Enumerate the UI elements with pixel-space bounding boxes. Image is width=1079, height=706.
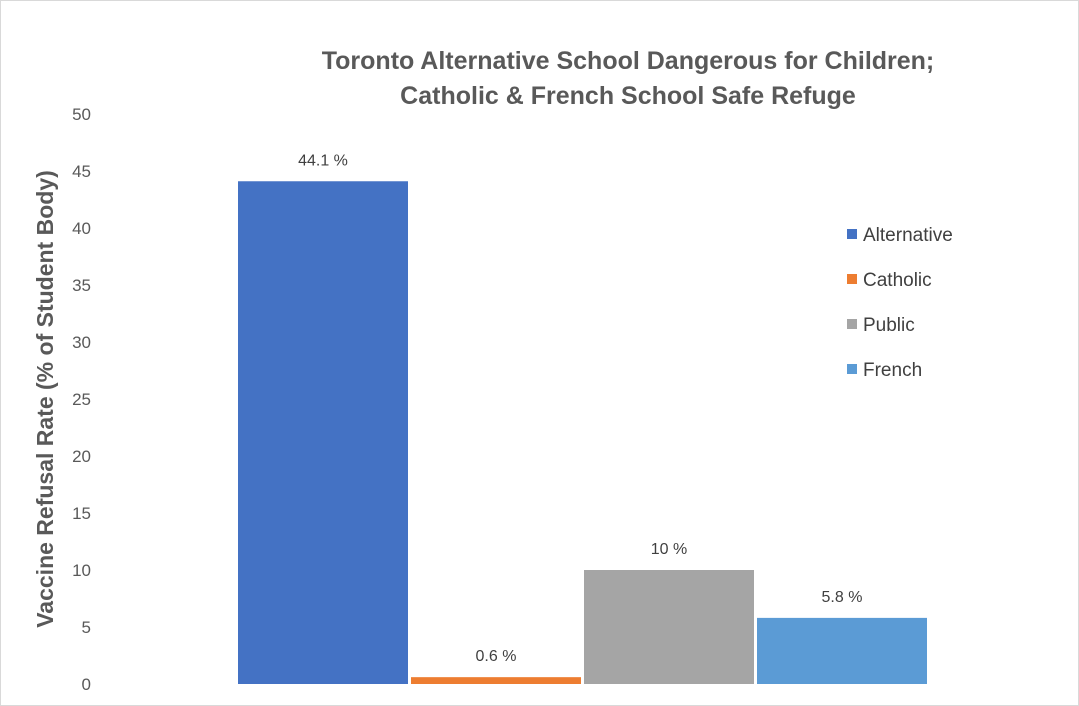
y-tick-label: 5	[82, 618, 91, 637]
y-tick-label: 10	[72, 561, 91, 580]
legend-label-french: French	[863, 360, 922, 381]
legend-label-catholic: Catholic	[863, 270, 932, 291]
legend-swatch-public	[847, 319, 857, 329]
y-tick-label: 35	[72, 276, 91, 295]
y-tick-label: 40	[72, 219, 91, 238]
y-tick-label: 15	[72, 504, 91, 523]
legend-label-public: Public	[863, 315, 915, 336]
legend-swatch-catholic	[847, 274, 857, 284]
bar-alternative	[238, 181, 408, 684]
legend-label-alternative: Alternative	[863, 225, 953, 246]
chart-title: Toronto Alternative School Dangerous for…	[322, 47, 935, 110]
data-labels-group: 44.1 % 0.6 % 10 % 5.8 %	[298, 152, 862, 665]
y-tick-label: 45	[72, 162, 91, 181]
legend: Alternative Catholic Public French	[847, 225, 953, 381]
y-axis-ticks: 0 5 10 15 20 25 30 35 40 45 50	[72, 105, 91, 694]
y-axis-label: Vaccine Refusal Rate (% of Student Body)	[32, 170, 58, 628]
y-tick-label: 30	[72, 333, 91, 352]
legend-swatch-alternative	[847, 229, 857, 239]
bar-french	[757, 617, 927, 684]
chart-title-line-1: Toronto Alternative School Dangerous for…	[322, 47, 935, 75]
y-tick-label: 25	[72, 390, 91, 409]
data-label-alternative: 44.1 %	[298, 152, 348, 169]
data-label-french: 5.8 %	[822, 589, 863, 606]
bars-group	[238, 181, 927, 684]
legend-swatch-french	[847, 364, 857, 374]
y-tick-label: 50	[72, 105, 91, 124]
bar-public	[584, 570, 754, 684]
chart-title-line-2: Catholic & French School Safe Refuge	[400, 82, 856, 110]
data-label-catholic: 0.6 %	[476, 648, 517, 665]
y-tick-label: 20	[72, 447, 91, 466]
y-tick-label: 0	[82, 675, 91, 694]
data-label-public: 10 %	[651, 541, 687, 558]
bar-catholic	[411, 677, 581, 684]
